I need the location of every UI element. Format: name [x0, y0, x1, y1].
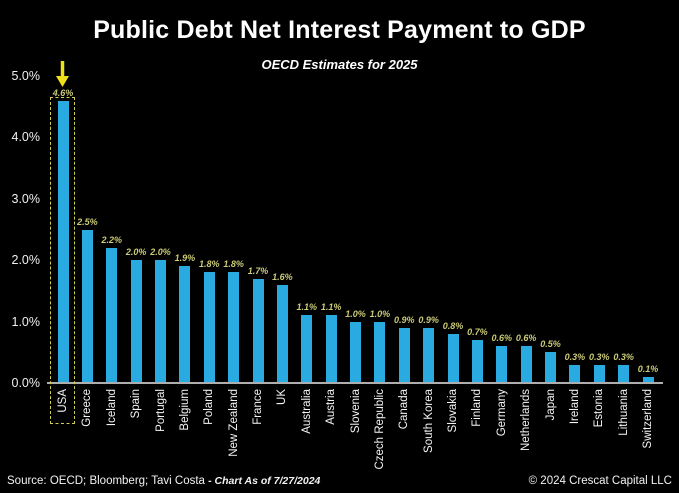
bar-germany	[496, 346, 508, 383]
value-label-slovakia: 0.8%	[442, 320, 464, 331]
x-label-south-korea: South Korea	[422, 389, 435, 453]
bar-belgium	[179, 266, 191, 383]
value-label-switzerland: 0.1%	[637, 363, 659, 374]
value-label-uk: 1.6%	[272, 271, 293, 282]
x-label-france: France	[252, 389, 264, 425]
bar-slovakia	[447, 333, 459, 383]
y-axis-tick: 0.0%	[11, 376, 41, 390]
y-axis-tick: 4.0%	[11, 130, 41, 145]
x-label-iceland: Iceland	[105, 389, 118, 427]
bar-france	[252, 278, 264, 383]
x-label-japan: Japan	[544, 389, 557, 421]
source-note: Source: OECD; Bloomberg; Tavi Costa - Ch…	[7, 475, 320, 487]
x-label-portugal: Portugal	[154, 389, 167, 432]
bar-iceland	[106, 247, 118, 383]
value-label-poland: 1.8%	[198, 259, 220, 270]
chart-subtitle: OECD Estimates for 2025	[261, 57, 418, 72]
bar-lithuania	[618, 364, 630, 383]
copyright-text: © 2024 Crescat Capital LLC	[528, 475, 672, 487]
value-label-japan: 0.5%	[540, 339, 561, 350]
bar-poland	[203, 272, 215, 383]
bar-austria	[325, 315, 337, 383]
x-label-new-zealand: New Zealand	[227, 389, 240, 457]
x-label-ireland: Ireland	[568, 389, 581, 425]
y-axis-tick: 1.0%	[11, 314, 41, 329]
bar-new-zealand	[228, 272, 240, 383]
x-label-slovenia: Slovenia	[349, 389, 362, 434]
x-label-uk: UK	[276, 389, 289, 405]
bar-netherlands	[520, 346, 532, 383]
value-label-belgium: 1.9%	[174, 253, 196, 264]
x-label-germany: Germany	[495, 389, 508, 437]
x-label-lithuania: Lithuania	[617, 389, 630, 436]
value-label-france: 1.7%	[247, 265, 269, 276]
x-label-greece: Greece	[81, 389, 94, 427]
value-label-greece: 2.5%	[77, 216, 98, 227]
value-label-portugal: 2.0%	[150, 247, 171, 258]
bar-uk	[276, 284, 288, 383]
bar-ireland	[569, 364, 581, 383]
x-label-netherlands: Netherlands	[520, 389, 533, 452]
bar-south-korea	[423, 327, 435, 383]
x-label-switzerland: Switzerland	[642, 389, 654, 449]
value-label-canada: 0.9%	[393, 314, 415, 325]
value-label-lithuania: 0.3%	[613, 351, 634, 362]
bar-australia	[301, 315, 313, 383]
value-label-south-korea: 0.9%	[418, 314, 439, 325]
x-label-estonia: Estonia	[593, 389, 606, 428]
bar-estonia	[593, 364, 605, 383]
bar-slovenia	[350, 321, 361, 383]
x-label-austria: Austria	[325, 389, 338, 425]
value-label-australia: 1.1%	[296, 302, 318, 313]
bar-portugal	[155, 260, 166, 383]
down-arrow-icon	[56, 61, 69, 87]
value-label-slovenia: 1.0%	[345, 308, 366, 319]
bar-finland	[471, 340, 483, 383]
value-label-usa: 4.6%	[52, 87, 74, 98]
x-label-czech-republic: Czech Republic	[373, 389, 386, 470]
x-label-poland: Poland	[203, 389, 216, 425]
value-label-finland: 0.7%	[467, 327, 488, 338]
x-label-australia: Australia	[300, 389, 313, 434]
x-label-canada: Canada	[398, 389, 411, 430]
value-label-austria: 1.1%	[320, 302, 342, 313]
as-of-text: - Chart As of 7/27/2024	[208, 475, 321, 487]
value-label-germany: 0.6%	[491, 333, 513, 344]
y-axis: 0.0% 1.0% 2.0% 3.0% 4.0% 5.0%	[0, 0, 41, 493]
value-label-ireland: 0.3%	[564, 351, 586, 362]
bar-japan	[545, 352, 556, 383]
bar-czech-republic	[374, 321, 386, 383]
value-label-new-zealand: 1.8%	[223, 259, 244, 270]
x-axis-line	[47, 382, 663, 384]
usa-highlight-dashed-box	[50, 97, 75, 424]
x-label-slovakia: Slovakia	[447, 389, 459, 433]
bar-greece	[81, 229, 93, 383]
bar-spain	[130, 260, 142, 383]
value-label-estonia: 0.3%	[588, 351, 610, 362]
x-label-finland: Finland	[471, 389, 484, 427]
source-text: Source: OECD; Bloomberg; Tavi Costa	[7, 475, 205, 487]
y-axis-tick: 5.0%	[11, 69, 41, 83]
value-label-spain: 2.0%	[125, 247, 147, 258]
value-label-iceland: 2.2%	[101, 234, 123, 245]
chart-title: Public Debt Net Interest Payment to GDP	[93, 16, 586, 44]
bar-switzerland	[642, 376, 654, 383]
x-label-belgium: Belgium	[178, 389, 191, 431]
y-axis-tick: 2.0%	[11, 253, 41, 268]
y-axis-tick: 3.0%	[11, 191, 41, 206]
value-label-netherlands: 0.6%	[515, 333, 537, 344]
bar-usa	[57, 100, 69, 383]
bar-canada	[398, 327, 410, 383]
value-label-czech-republic: 1.0%	[369, 308, 391, 319]
x-label-spain: Spain	[130, 389, 143, 419]
